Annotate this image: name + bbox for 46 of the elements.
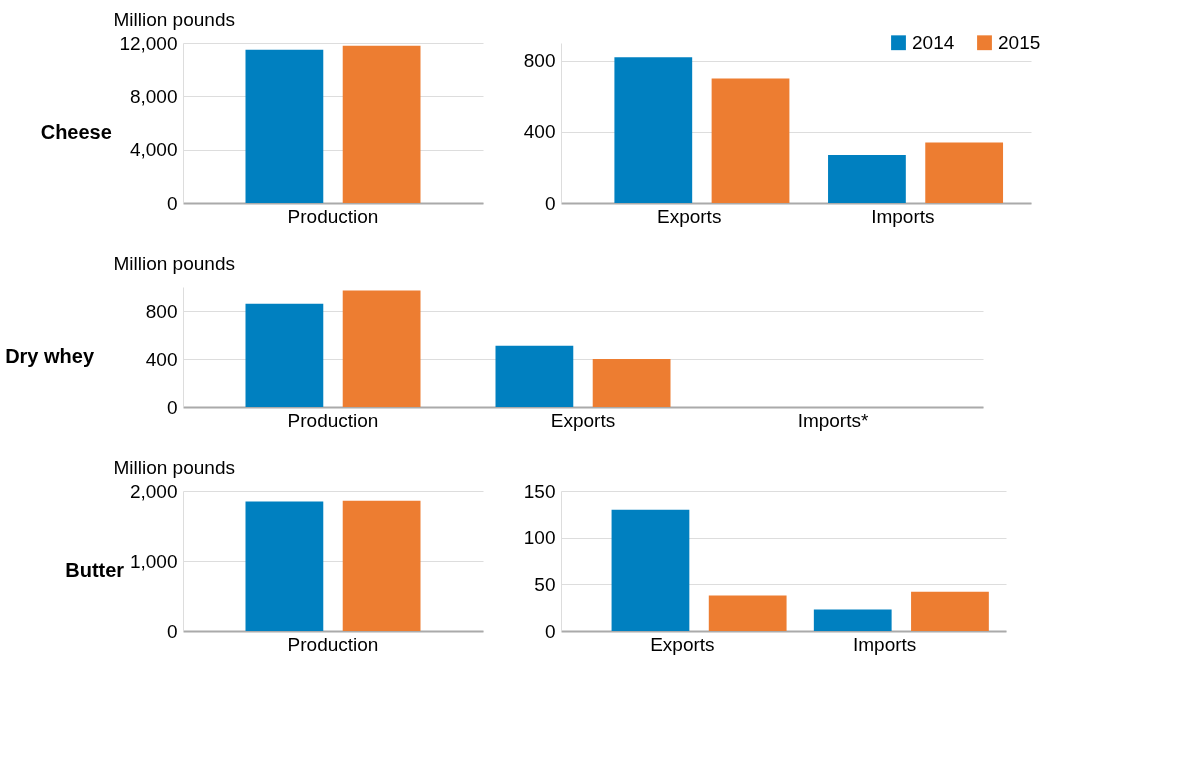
y-tick-label: 4,000 [129,139,178,161]
x-tick-label: Exports [656,205,722,227]
text: Dry whey [5,345,95,367]
y-tick-label: 800 [523,50,556,72]
bar [342,290,421,407]
y-axis-title: Million pounds [113,252,235,274]
text: Butter [65,559,125,581]
x-tick-label: Imports [871,205,935,227]
x-tick-label: Imports [852,633,917,655]
bar [828,155,906,203]
bar [495,345,574,407]
y-axis-title: Million pounds [113,8,235,30]
y-tick-label: 0 [166,620,178,642]
y-tick-label: 0 [544,620,556,642]
y-tick-label: 0 [166,396,178,418]
y-tick-label: 150 [523,480,556,502]
y-tick-label: 50 [534,573,556,595]
bar [925,142,1004,203]
y-tick-label: 2,000 [129,480,178,502]
y-tick-label: 12,000 [119,32,178,54]
y-tick-label: 0 [166,192,178,214]
y-tick-label: 8,000 [129,85,178,107]
x-tick-label: Exports [550,409,616,431]
bar [245,303,324,407]
y-tick-label: 100 [523,527,556,549]
x-tick-label: Production [287,205,379,227]
x-tick-label: Exports [650,633,715,655]
legend-label: 2015 [998,31,1041,53]
legend-label: 2014 [912,31,955,53]
x-tick-label: Production [287,633,379,655]
y-axis-title: Million pounds [113,456,235,478]
x-tick-label: Imports* [797,409,869,431]
y-tick-label: 800 [145,300,178,322]
bar [708,595,787,631]
text: Cheese [40,121,112,143]
y-tick-label: 400 [523,121,556,143]
bar [592,359,671,407]
y-tick-label: 0 [544,192,556,214]
x-tick-label: Production [287,409,379,431]
bar [711,78,790,203]
bar [813,609,892,631]
bar [911,591,989,631]
bar [614,57,693,203]
y-tick-label: 400 [145,348,178,370]
y-tick-label: 1,000 [129,550,178,572]
bar [611,509,690,631]
